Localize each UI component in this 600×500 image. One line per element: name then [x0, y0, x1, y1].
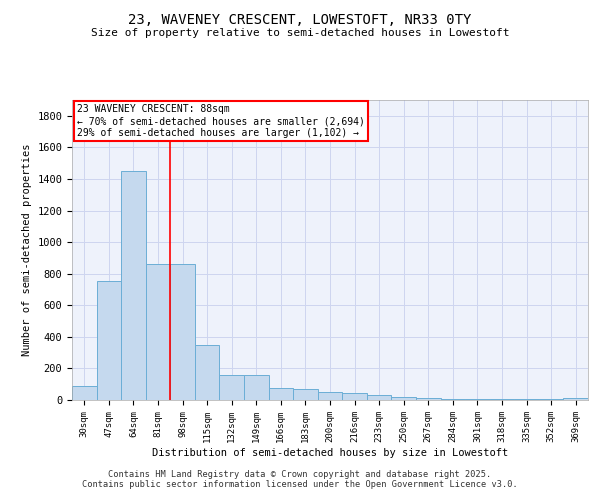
Text: Size of property relative to semi-detached houses in Lowestoft: Size of property relative to semi-detach… [91, 28, 509, 38]
Bar [293, 389, 318, 400]
Bar [490, 398, 514, 400]
Bar [465, 398, 490, 400]
Bar [97, 281, 121, 400]
Text: 23, WAVENEY CRESCENT, LOWESTOFT, NR33 0TY: 23, WAVENEY CRESCENT, LOWESTOFT, NR33 0T… [128, 12, 472, 26]
Bar [146, 264, 170, 400]
Y-axis label: Number of semi-detached properties: Number of semi-detached properties [22, 144, 32, 356]
Bar [170, 264, 195, 400]
Text: Contains HM Land Registry data © Crown copyright and database right 2025.
Contai: Contains HM Land Registry data © Crown c… [82, 470, 518, 489]
Bar [121, 171, 146, 400]
Bar [195, 344, 220, 400]
Bar [514, 398, 539, 400]
Bar [563, 398, 588, 400]
Bar [244, 374, 269, 400]
Bar [416, 398, 440, 400]
Text: 23 WAVENEY CRESCENT: 88sqm
← 70% of semi-detached houses are smaller (2,694)
29%: 23 WAVENEY CRESCENT: 88sqm ← 70% of semi… [77, 104, 365, 138]
Bar [342, 393, 367, 400]
Bar [72, 386, 97, 400]
Bar [367, 396, 391, 400]
Bar [220, 374, 244, 400]
Bar [440, 398, 465, 400]
Bar [318, 392, 342, 400]
Bar [391, 397, 416, 400]
Bar [269, 388, 293, 400]
X-axis label: Distribution of semi-detached houses by size in Lowestoft: Distribution of semi-detached houses by … [152, 448, 508, 458]
